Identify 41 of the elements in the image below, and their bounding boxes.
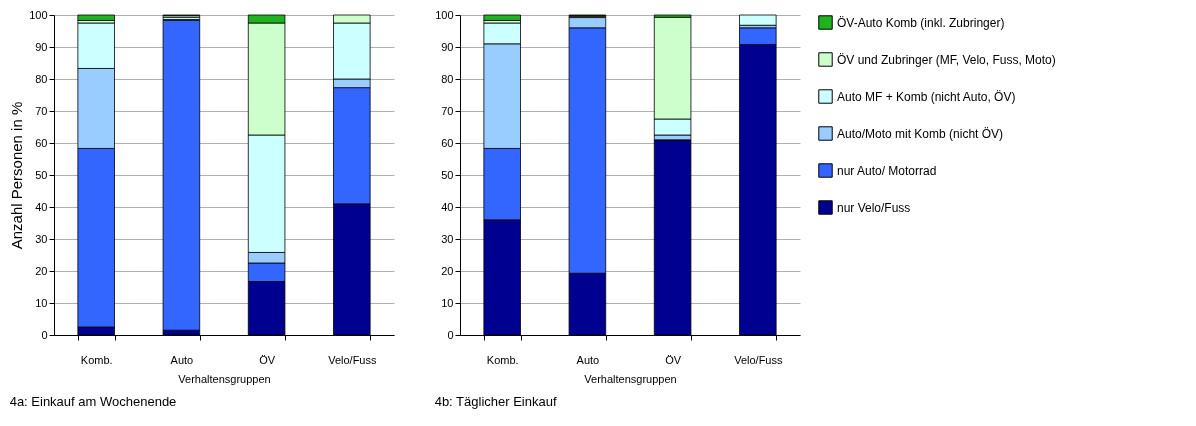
x-tick-label: Auto (170, 353, 194, 366)
y-tick-label: 20 (35, 264, 48, 277)
x-tick-label: Velo/Fuss (734, 353, 783, 366)
y-axis-title: Anzahl Personen in % (8, 101, 26, 250)
y-tick-label: 100 (435, 8, 454, 21)
y-tick-label: 40 (441, 200, 454, 213)
x-tick-label: Komb. (486, 353, 519, 366)
x-tick-label: Velo/Fuss (328, 353, 377, 366)
x-axis-title: Verhaltensgruppen (584, 372, 677, 385)
legend-label: ÖV-Auto Komb (inkl. Zubringer) (837, 15, 1005, 30)
y-tick-label: 80 (35, 72, 48, 85)
y-tick-label: 10 (35, 296, 48, 309)
text: 4b: Täglicher Einkauf (434, 394, 557, 409)
y-tick-label: 50 (441, 168, 454, 181)
y-tick-label: 50 (35, 168, 48, 181)
legend-label: Auto/Moto mit Komb (nicht ÖV) (837, 126, 1004, 141)
y-tick-label: 90 (441, 40, 454, 53)
text: 4a: Einkauf am Wochenende (9, 394, 177, 409)
y-tick-label: 70 (35, 104, 48, 117)
x-tick-label: ÖV (665, 353, 682, 366)
y-tick-label: 40 (35, 200, 48, 213)
y-tick-label: 80 (441, 72, 454, 85)
y-tick-label: 20 (441, 264, 454, 277)
legend-label: Auto MF + Komb (nicht Auto, ÖV) (837, 89, 1016, 104)
y-tick-label: 30 (35, 232, 48, 245)
legend-label: ÖV und Zubringer (MF, Velo, Fuss, Moto) (837, 52, 1056, 67)
x-tick-label: Komb. (80, 353, 113, 366)
x-tick-label: Auto (576, 353, 600, 366)
x-axis-title: Verhaltensgruppen (178, 372, 271, 385)
x-tick-label: ÖV (259, 353, 276, 366)
y-tick-label: 100 (29, 8, 48, 21)
legend-label: nur Auto/ Motorrad (837, 163, 937, 178)
y-tick-label: 60 (35, 136, 48, 149)
y-tick-label: 0 (447, 328, 454, 341)
y-tick-label: 10 (441, 296, 454, 309)
legend-label: nur Velo/Fuss (837, 200, 911, 215)
y-tick-label: 0 (41, 328, 48, 341)
y-tick-label: 70 (441, 104, 454, 117)
y-tick-label: 90 (35, 40, 48, 53)
y-tick-label: 60 (441, 136, 454, 149)
y-tick-label: 30 (441, 232, 454, 245)
